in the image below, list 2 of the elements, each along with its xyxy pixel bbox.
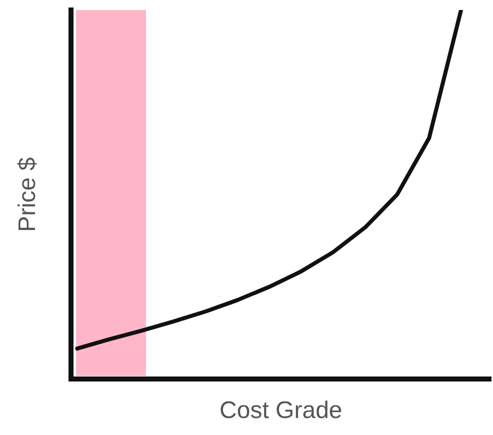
x-axis-title: Cost Grade <box>220 397 342 424</box>
y-axis-title: Price $ <box>14 157 42 232</box>
